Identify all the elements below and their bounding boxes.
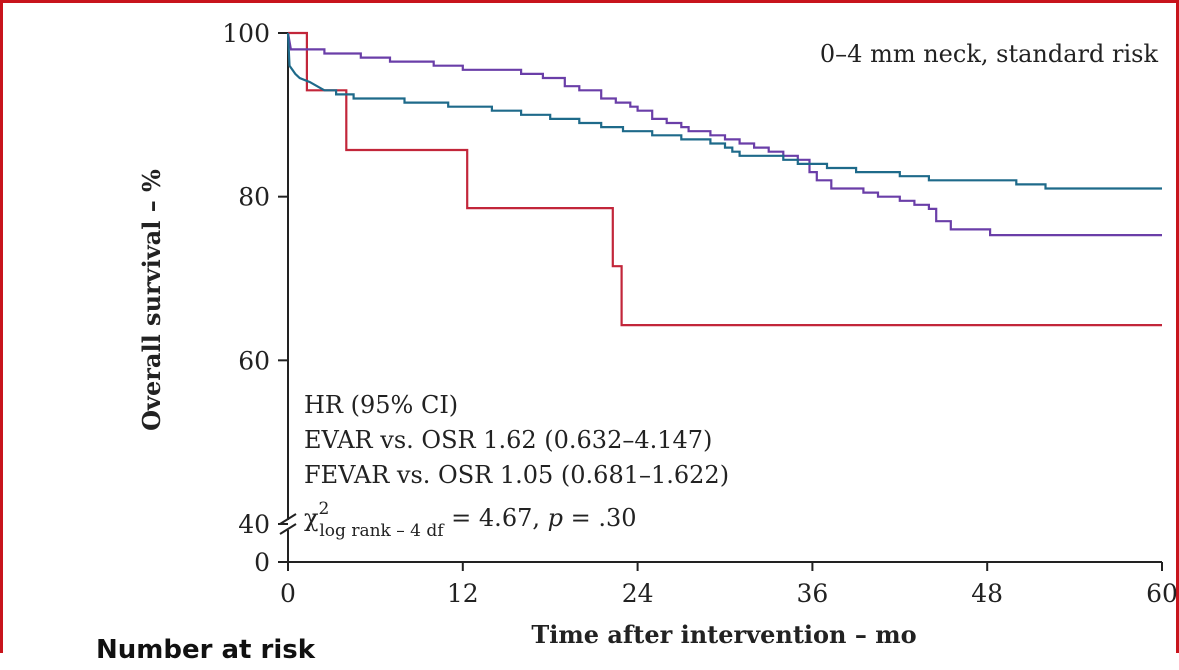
x-tick-label: 24 xyxy=(622,579,654,608)
axis-break-marks xyxy=(279,513,297,535)
log-rank-stat: χ2 log rank – 4 df = 4.67, p = .30 xyxy=(304,499,637,541)
x-tick-label: 36 xyxy=(796,579,828,608)
y-tick-label: 0 xyxy=(254,548,270,577)
series-layer xyxy=(286,31,1162,327)
survival-curve-2 xyxy=(286,32,1162,237)
x-axis-title: Time after intervention – mo xyxy=(531,620,916,649)
hr-fevar: FEVAR vs. OSR 1.05 (0.681–1.622) xyxy=(304,461,729,489)
survival-curve-1 xyxy=(288,31,1162,327)
y-ticks: 100 80 60 40 0 xyxy=(222,19,288,577)
y-axis-title: Overall survival – % xyxy=(137,169,166,431)
number-at-risk-label: Number at risk xyxy=(96,635,316,665)
survival-chart: 100 80 60 40 0 0 12 24 36 48 60 0–4 mm neck, stan… xyxy=(137,19,1178,649)
x-ticks: 0 12 24 36 48 60 xyxy=(280,562,1178,608)
hr-evar: EVAR vs. OSR 1.62 (0.632–4.147) xyxy=(304,426,712,454)
y-tick-label: 40 xyxy=(238,510,270,539)
survival-curve-3 xyxy=(286,32,1162,190)
chart-subtitle: 0–4 mm neck, standard risk xyxy=(820,40,1159,68)
hr-heading: HR (95% CI) xyxy=(304,391,458,419)
x-tick-label: 60 xyxy=(1146,579,1178,608)
x-tick-label: 0 xyxy=(280,579,296,608)
y-tick-label: 60 xyxy=(238,346,270,375)
x-tick-label: 12 xyxy=(447,579,479,608)
y-tick-label: 100 xyxy=(222,19,270,48)
x-tick-label: 48 xyxy=(971,579,1003,608)
figure-frame xyxy=(0,0,1179,653)
y-tick-label: 80 xyxy=(238,183,270,212)
